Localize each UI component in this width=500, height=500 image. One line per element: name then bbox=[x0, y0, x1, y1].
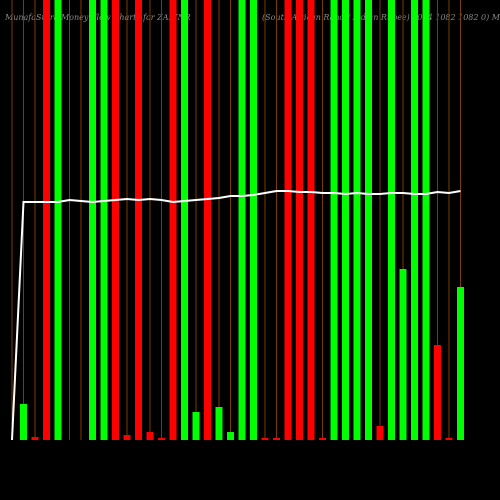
bar bbox=[100, 0, 108, 440]
bar bbox=[20, 404, 27, 440]
bar bbox=[215, 407, 223, 440]
bar bbox=[319, 438, 326, 440]
bar bbox=[284, 0, 292, 440]
bar bbox=[422, 0, 430, 440]
bar bbox=[457, 287, 464, 440]
bar bbox=[238, 0, 246, 440]
bar bbox=[158, 438, 165, 440]
bar bbox=[399, 269, 407, 440]
bar bbox=[250, 0, 257, 440]
bar bbox=[146, 432, 154, 440]
bar bbox=[273, 438, 280, 440]
bar bbox=[307, 0, 315, 440]
bar bbox=[169, 0, 177, 440]
bar bbox=[31, 437, 39, 440]
bar bbox=[445, 438, 453, 440]
bar bbox=[43, 0, 50, 440]
bar bbox=[365, 0, 372, 440]
chart-subtitle: (South African Rand / Indian Rupee) 1094… bbox=[262, 13, 500, 22]
bar bbox=[330, 0, 338, 440]
bar bbox=[204, 0, 211, 440]
bar bbox=[353, 0, 361, 440]
bar bbox=[434, 345, 441, 440]
price-line bbox=[11, 190, 461, 441]
bar bbox=[54, 0, 62, 440]
chart-title: MunafaSutra Money Flow Charts for ZARINR bbox=[4, 13, 191, 22]
bar bbox=[296, 0, 303, 440]
bar bbox=[181, 0, 188, 440]
bar bbox=[227, 432, 234, 440]
bar bbox=[123, 435, 131, 440]
bar bbox=[112, 0, 119, 440]
bar bbox=[388, 0, 395, 440]
bar bbox=[376, 426, 384, 440]
bar bbox=[192, 412, 200, 440]
bar bbox=[342, 0, 349, 440]
bar bbox=[261, 438, 269, 440]
bar bbox=[411, 0, 418, 440]
bar bbox=[135, 0, 142, 440]
bar bbox=[89, 0, 96, 440]
